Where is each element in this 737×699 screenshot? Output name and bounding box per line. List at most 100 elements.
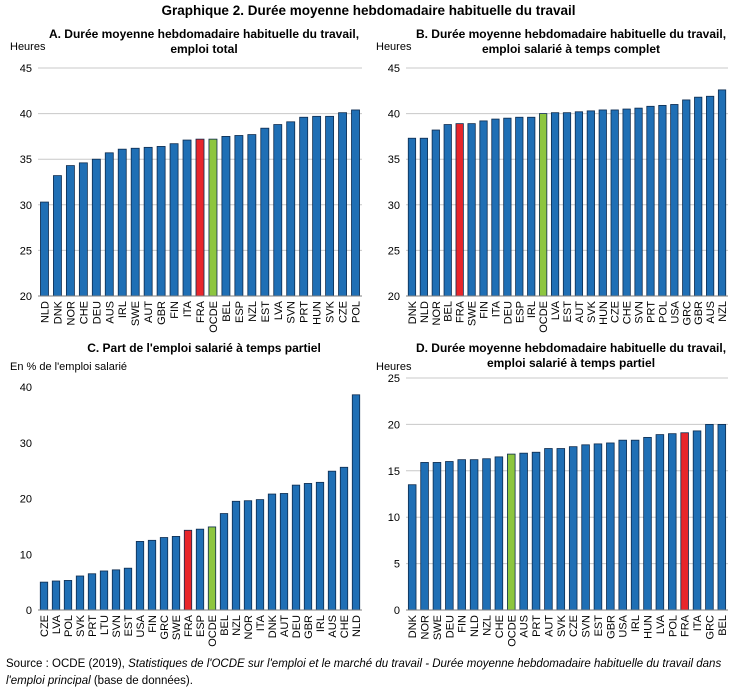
bar-ocde: [507, 453, 516, 611]
x-tick-label: ESP: [514, 301, 526, 323]
bar-nld: [419, 137, 428, 297]
x-tick-label: GBR: [693, 301, 705, 325]
chart-title-line1: D. Durée moyenne hebdomadaire habituelle…: [416, 341, 726, 355]
y-unit-label: En % de l'emploi salarié: [10, 361, 127, 373]
y-tick-label: 25: [388, 245, 400, 257]
x-tick-label: ITA: [692, 614, 704, 631]
x-tick-label: CHE: [494, 615, 506, 638]
bar-deu: [291, 484, 301, 611]
x-tick-label: DNK: [52, 300, 64, 324]
bar-pol: [658, 104, 667, 297]
bar-swe: [130, 147, 140, 297]
source-prefix: Source : OCDE (2019),: [6, 658, 129, 670]
x-tick-label: OCDE: [538, 301, 550, 333]
bar-fin: [479, 120, 488, 297]
x-tick-label: CHE: [622, 301, 634, 324]
bar-nor: [243, 500, 253, 611]
bar-swe: [467, 123, 476, 297]
bar-lva: [655, 434, 665, 611]
x-tick-label: SVN: [581, 615, 593, 638]
bar-ita: [182, 139, 192, 297]
x-tick-label: OCDE: [207, 615, 219, 647]
x-tick-label: LVA: [655, 614, 667, 634]
bar-aut: [279, 493, 289, 611]
bar-svn: [634, 107, 643, 297]
x-tick-label: GBR: [156, 301, 168, 325]
bar-gbr: [606, 442, 615, 611]
bar-swe: [432, 462, 442, 611]
bar-cze: [568, 446, 578, 611]
y-tick-label: 45: [388, 63, 400, 75]
bar-aut: [544, 448, 553, 611]
bar-est: [260, 127, 270, 297]
bar-prt: [646, 105, 655, 297]
bar-irl: [630, 439, 640, 611]
x-tick-label: AUT: [279, 615, 291, 637]
bar-fra: [455, 123, 464, 297]
bar-dnk: [407, 484, 417, 611]
y-tick-label: 20: [20, 494, 32, 506]
x-tick-label: AUT: [574, 301, 586, 323]
x-tick-label: DEU: [502, 301, 514, 324]
bar-nor: [65, 165, 75, 297]
x-tick-label: EST: [123, 615, 135, 637]
y-tick-label: 5: [394, 559, 400, 571]
x-tick-label: NOR: [243, 615, 255, 640]
bar-hun: [598, 109, 607, 297]
x-tick-label: POL: [351, 301, 363, 323]
x-tick-label: CZE: [568, 615, 580, 637]
x-tick-label: PRT: [299, 301, 311, 323]
bar-hun: [643, 436, 652, 611]
y-unit-label: Heures: [376, 361, 412, 373]
x-tick-label: NLD: [351, 615, 363, 637]
bar-nld: [469, 459, 479, 611]
x-tick-label: DNK: [267, 614, 279, 638]
x-tick-label: SWE: [130, 301, 142, 326]
x-tick-label: POL: [657, 301, 669, 323]
x-tick-label: SVK: [75, 614, 87, 637]
x-tick-label: ITA: [490, 300, 502, 317]
x-tick-label: FRA: [680, 614, 692, 637]
bar-ocde: [539, 113, 548, 297]
x-tick-label: POL: [667, 615, 679, 637]
panel-a: A. Durée moyenne hebdomadaire habituelle…: [0, 22, 368, 342]
x-tick-label: NLD: [39, 301, 51, 323]
bar-nld: [351, 394, 361, 611]
y-tick-label: 30: [20, 438, 32, 450]
bar-nzl: [482, 458, 491, 611]
y-tick-label: 25: [20, 245, 32, 257]
x-tick-label: PRT: [531, 615, 543, 637]
bar-esp: [234, 135, 244, 297]
x-tick-label: NZL: [482, 615, 494, 636]
bar-dnk: [407, 137, 417, 297]
x-tick-label: NZL: [247, 301, 259, 322]
bar-deu: [503, 117, 512, 297]
x-tick-label: USA: [669, 300, 681, 323]
bar-est: [593, 443, 603, 611]
y-tick-label: 30: [20, 200, 32, 212]
x-tick-label: ESP: [234, 301, 246, 323]
bar-ltu: [99, 570, 109, 611]
chart-title-line1: C. Part de l'emploi salarié à temps part…: [87, 341, 321, 355]
y-tick-label: 20: [388, 291, 400, 303]
bar-bel: [219, 513, 229, 611]
x-tick-label: PRT: [87, 615, 99, 637]
x-tick-label: HUN: [598, 301, 610, 325]
bar-svn: [111, 569, 121, 611]
bar-fra: [183, 529, 193, 611]
y-unit-label: Heures: [10, 41, 46, 53]
x-tick-label: DNK: [407, 614, 419, 638]
x-tick-label: CZE: [338, 301, 350, 323]
y-tick-label: 15: [388, 466, 400, 478]
bar-irl: [527, 116, 536, 297]
x-tick-label: SWE: [171, 615, 183, 640]
x-tick-label: ITA: [255, 614, 267, 631]
x-tick-label: OCDE: [208, 301, 220, 333]
x-tick-label: FIN: [169, 301, 181, 319]
bar-cze: [39, 581, 49, 611]
y-tick-label: 35: [388, 154, 400, 166]
x-tick-label: SVK: [325, 300, 337, 323]
bar-pol: [351, 109, 360, 297]
x-tick-label: IRL: [117, 301, 129, 318]
chart-title-line1: A. Durée moyenne hebdomadaire habituelle…: [49, 27, 359, 41]
